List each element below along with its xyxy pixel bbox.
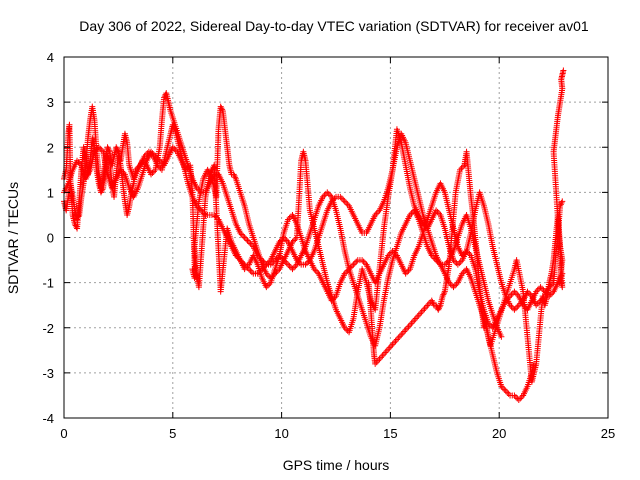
x-tick-label: 10 [274, 426, 288, 441]
chart-title: Day 306 of 2022, Sidereal Day-to-day VTE… [79, 18, 589, 34]
data-marks [61, 67, 567, 403]
y-tick-label: -4 [42, 411, 54, 426]
y-axis-label: SDTVAR / TECUs [5, 182, 21, 294]
x-tick-label: 0 [60, 426, 67, 441]
y-tick-label: 4 [47, 50, 54, 65]
y-tick-label: 3 [47, 95, 54, 110]
plus-marker [498, 333, 505, 340]
series-track-e [365, 67, 567, 385]
x-axis-label: GPS time / hours [283, 457, 390, 473]
y-tick-label: 1 [47, 185, 54, 200]
grid [64, 57, 608, 418]
plot-frame [63, 56, 609, 419]
y-tick-label: -3 [42, 366, 54, 381]
y-tick-label: -1 [42, 276, 54, 291]
y-tick-label: 2 [47, 140, 54, 155]
y-tick-label: 0 [47, 231, 54, 246]
x-tick-label: 25 [601, 426, 615, 441]
axis-ticks: 0 5 10 15 20 25 -4 -3 -2 -1 0 1 2 3 4 [42, 50, 615, 441]
x-tick-label: 5 [169, 426, 176, 441]
plus-marker [559, 198, 566, 205]
x-tick-label: 15 [383, 426, 397, 441]
x-tick-label: 20 [492, 426, 506, 441]
plus-marker [560, 67, 567, 74]
y-tick-label: -2 [42, 321, 54, 336]
